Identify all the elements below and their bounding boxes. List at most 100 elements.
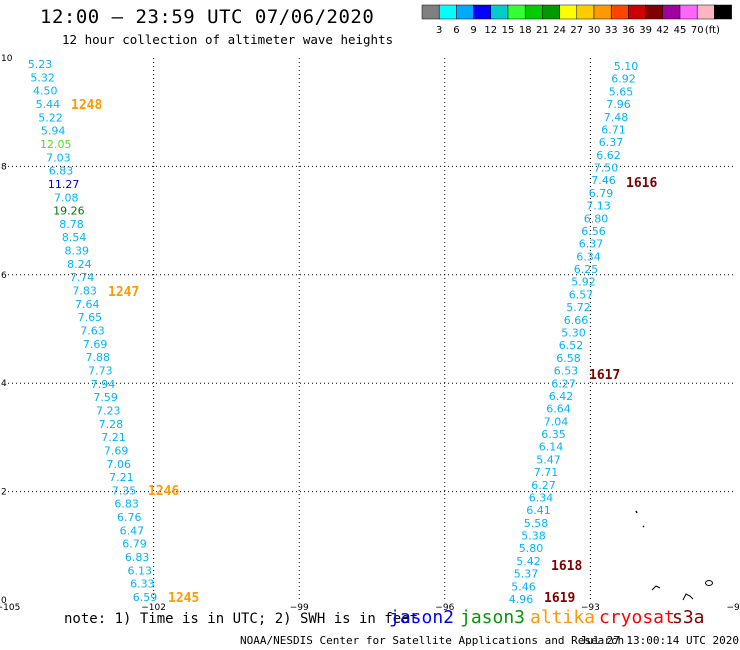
wave-height-value-left: 8.78 xyxy=(59,218,84,231)
wave-height-value-left: 7.21 xyxy=(101,431,126,444)
x-tick-label: −99 xyxy=(290,603,309,613)
time-label-left: 1247 xyxy=(108,285,139,300)
legend-label: 30 xyxy=(588,25,601,36)
legend-label: 33 xyxy=(605,25,618,36)
legend-label: 45 xyxy=(674,25,687,36)
wave-height-value-right: 6.37 xyxy=(579,238,604,251)
legend-label: (ft) xyxy=(705,25,720,36)
wave-height-value-right: 6.42 xyxy=(549,390,574,403)
wave-height-value-right: 6.35 xyxy=(541,428,566,441)
legend-label: 9 xyxy=(470,25,476,36)
wave-height-value-left: 12.05 xyxy=(40,138,72,151)
wave-height-value-right: 6.53 xyxy=(554,365,579,378)
x-tick-label: −102 xyxy=(141,603,166,613)
wave-height-value-right: 7.48 xyxy=(604,111,629,124)
wave-height-value-right: 7.13 xyxy=(586,200,611,213)
wave-height-value-right: 6.27 xyxy=(551,377,576,390)
legend-label: 18 xyxy=(519,25,532,36)
legend-label: 27 xyxy=(570,25,583,36)
wave-height-value-right: 7.04 xyxy=(544,415,569,428)
wave-height-value-left: 7.63 xyxy=(80,325,105,338)
y-tick-label: 2 xyxy=(1,488,7,498)
x-tick-label: −105 xyxy=(0,603,20,613)
time-label-right: 1616 xyxy=(626,176,657,191)
wave-height-value-left: 5.44 xyxy=(36,98,61,111)
legend-label: 12 xyxy=(484,25,497,36)
page-subtitle: 12 hour collection of altimeter wave hei… xyxy=(62,32,394,47)
wave-height-value-right: 4.96 xyxy=(509,593,534,606)
island-shape xyxy=(642,525,645,528)
wave-height-value-left: 7.73 xyxy=(88,364,113,377)
wave-height-value-right: 6.80 xyxy=(584,212,609,225)
wave-height-value-left: 7.08 xyxy=(54,191,79,204)
wave-height-value-left: 6.33 xyxy=(130,578,155,591)
wave-height-value-left: 7.65 xyxy=(78,311,103,324)
wave-height-value-right: 5.92 xyxy=(571,276,596,289)
wave-height-value-left: 5.22 xyxy=(38,111,63,124)
legend-label: 15 xyxy=(502,25,515,36)
wave-height-value-right: 5.72 xyxy=(566,301,591,314)
wave-height-value-right: 6.25 xyxy=(574,263,599,276)
time-label-right: 1618 xyxy=(551,559,582,574)
wave-height-value-left: 5.94 xyxy=(41,125,66,138)
wave-height-value-left: 6.13 xyxy=(128,564,153,577)
legend-label: 42 xyxy=(656,25,669,36)
wave-height-value-left: 7.21 xyxy=(109,471,134,484)
x-tick-label: −96 xyxy=(435,603,454,613)
satellite-label-altika: altika xyxy=(530,607,596,628)
wave-height-value-left: 6.47 xyxy=(120,524,145,537)
wave-height-value-left: 7.03 xyxy=(46,151,71,164)
wave-height-value-right: 6.34 xyxy=(576,250,601,263)
satellite-label-cryosat: cryosat xyxy=(599,607,675,628)
satellite-label-jason3: jason3 xyxy=(460,607,526,628)
credit-text: NOAA/NESDIS Center for Satellite Applica… xyxy=(240,634,625,647)
wave-height-value-right: 6.52 xyxy=(559,339,584,352)
legend-label: 39 xyxy=(639,25,652,36)
time-label-left: 1246 xyxy=(148,484,179,499)
island-shape xyxy=(651,585,661,591)
legend-swatch xyxy=(714,4,732,20)
wave-height-value-left: 4.50 xyxy=(33,85,58,98)
wave-height-value-left: 6.79 xyxy=(122,538,147,551)
island-shape xyxy=(682,593,694,601)
y-tick-label: 6 xyxy=(1,271,7,281)
wave-height-value-right: 5.65 xyxy=(609,85,634,98)
wave-height-value-left: 5.32 xyxy=(30,71,55,84)
y-tick-label: 10 xyxy=(1,54,13,64)
wave-height-value-right: 5.30 xyxy=(561,327,586,340)
legend-label: 3 xyxy=(436,25,442,36)
wave-height-value-left: 8.24 xyxy=(67,258,92,271)
wave-height-value-left: 8.39 xyxy=(65,245,90,258)
wave-height-value-left: 6.83 xyxy=(125,551,150,564)
wave-height-value-right: 5.37 xyxy=(514,568,539,581)
wave-height-value-right: 6.57 xyxy=(569,288,594,301)
wave-height-value-left: 7.94 xyxy=(91,378,116,391)
wave-height-value-right: 6.37 xyxy=(599,136,624,149)
wave-height-value-right: 6.92 xyxy=(611,73,636,86)
wave-height-value-right: 6.27 xyxy=(531,479,556,492)
y-tick-label: 4 xyxy=(1,379,7,389)
wave-height-value-right: 6.56 xyxy=(581,225,606,238)
wave-height-value-left: 6.76 xyxy=(117,511,142,524)
legend-label: 6 xyxy=(453,25,459,36)
wave-height-value-right: 5.46 xyxy=(511,580,536,593)
time-label-left: 1245 xyxy=(168,591,199,606)
wave-height-value-right: 6.71 xyxy=(601,123,626,136)
wave-height-value-right: 6.58 xyxy=(556,352,581,365)
wave-height-value-left: 8.54 xyxy=(62,231,87,244)
satellite-label-jason2: jason2 xyxy=(389,607,455,628)
wave-height-value-left: 5.23 xyxy=(28,58,53,71)
satellite-label-s3a: s3a xyxy=(672,607,705,628)
wave-height-value-right: 6.64 xyxy=(546,403,571,416)
wave-height-value-left: 7.28 xyxy=(99,418,124,431)
time-label-left: 1248 xyxy=(71,98,102,113)
island-shape xyxy=(635,510,638,514)
wave-height-value-left: 11.27 xyxy=(48,178,80,191)
legend-label: 24 xyxy=(553,25,566,36)
x-tick-label: −93 xyxy=(581,603,600,613)
wave-height-value-right: 6.41 xyxy=(526,504,551,517)
legend-label: 21 xyxy=(536,25,549,36)
time-label-right: 1617 xyxy=(589,368,620,383)
wave-height-value-left: 7.69 xyxy=(104,444,129,457)
wave-height-value-right: 6.62 xyxy=(596,149,621,162)
